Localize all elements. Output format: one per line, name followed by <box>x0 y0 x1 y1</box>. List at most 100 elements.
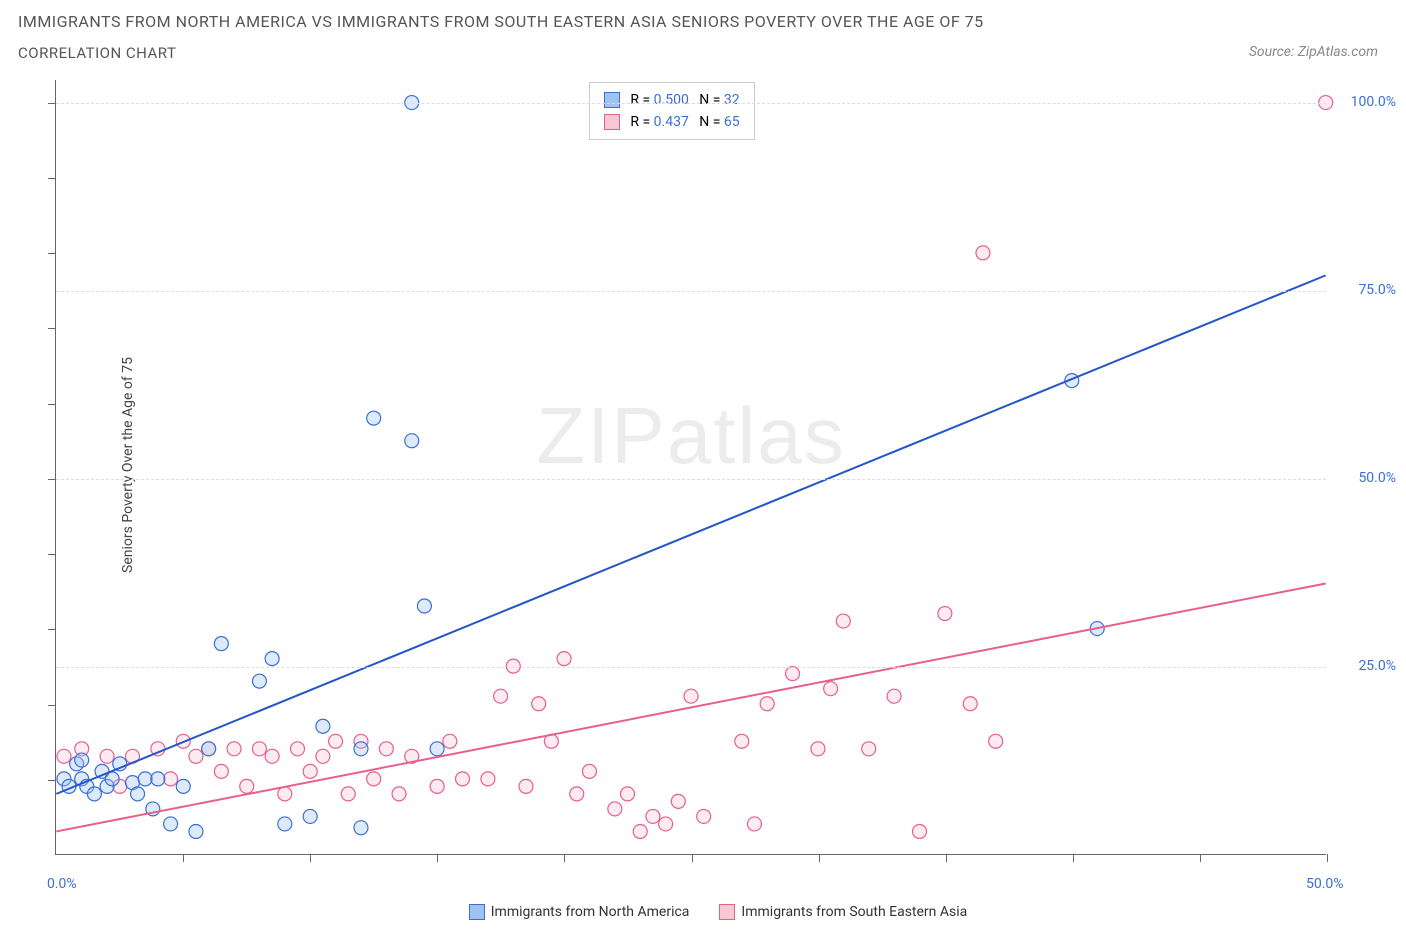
data-point-pink <box>747 817 761 831</box>
data-point-pink <box>684 689 698 703</box>
data-point-pink <box>379 742 393 756</box>
data-point-pink <box>164 772 178 786</box>
data-point-pink <box>392 787 406 801</box>
series-swatch <box>719 904 735 920</box>
trend-line-pink <box>56 583 1325 831</box>
trend-line-blue <box>56 275 1325 794</box>
data-point-pink <box>671 794 685 808</box>
data-point-blue <box>303 809 317 823</box>
data-point-pink <box>430 779 444 793</box>
data-point-pink <box>963 697 977 711</box>
data-point-pink <box>303 764 317 778</box>
data-point-pink <box>57 749 71 763</box>
data-point-pink <box>265 749 279 763</box>
tick-left <box>48 404 56 405</box>
y-tick-label: 50.0% <box>1358 470 1396 486</box>
data-point-pink <box>252 742 266 756</box>
data-point-pink <box>456 772 470 786</box>
legend-n-label: N = <box>689 92 724 108</box>
data-point-blue <box>354 742 368 756</box>
chart-title-main: IMMIGRANTS FROM NORTH AMERICA VS IMMIGRA… <box>18 12 984 31</box>
data-point-blue <box>265 652 279 666</box>
legend-r-value: 0.437 <box>654 114 689 130</box>
legend-r-label: R = <box>630 114 653 130</box>
tick-bottom <box>692 854 693 862</box>
data-point-blue <box>202 742 216 756</box>
gridline-h <box>56 667 1326 668</box>
data-point-blue <box>176 779 190 793</box>
data-point-blue <box>252 674 266 688</box>
data-point-blue <box>87 787 101 801</box>
tick-bottom <box>1327 854 1328 862</box>
x-tick-label: 0.0% <box>47 876 77 892</box>
tick-left <box>48 705 56 706</box>
data-point-blue <box>138 772 152 786</box>
gridline-h <box>56 291 1326 292</box>
data-point-blue <box>367 411 381 425</box>
tick-left <box>48 479 56 480</box>
gridline-h <box>56 479 1326 480</box>
legend-row: R = 0.500 N = 32 <box>604 89 739 111</box>
tick-bottom <box>310 854 311 862</box>
data-point-pink <box>989 734 1003 748</box>
data-point-pink <box>532 697 546 711</box>
data-point-pink <box>367 772 381 786</box>
series-label: Immigrants from South Eastern Asia <box>741 904 967 920</box>
series-label: Immigrants from North America <box>491 904 690 920</box>
chart-title-sub: CORRELATION CHART <box>18 44 176 62</box>
data-point-pink <box>824 682 838 696</box>
data-point-blue <box>164 817 178 831</box>
legend-swatch <box>604 92 620 108</box>
data-point-blue <box>417 599 431 613</box>
data-point-pink <box>760 697 774 711</box>
data-point-pink <box>570 787 584 801</box>
tick-bottom <box>1200 854 1201 862</box>
legend-n-value: 32 <box>724 92 740 108</box>
data-point-pink <box>735 734 749 748</box>
tick-left <box>48 554 56 555</box>
data-point-pink <box>481 772 495 786</box>
y-tick-label: 75.0% <box>1358 282 1396 298</box>
data-point-pink <box>621 787 635 801</box>
data-point-pink <box>976 246 990 260</box>
tick-left <box>48 178 56 179</box>
data-point-blue <box>214 637 228 651</box>
data-point-pink <box>316 749 330 763</box>
data-point-blue <box>278 817 292 831</box>
data-point-pink <box>811 742 825 756</box>
scatter-svg <box>56 80 1326 854</box>
data-point-pink <box>494 689 508 703</box>
data-point-pink <box>189 749 203 763</box>
data-point-pink <box>291 742 305 756</box>
data-point-pink <box>214 764 228 778</box>
data-point-pink <box>912 824 926 838</box>
tick-left <box>48 103 56 104</box>
legend-n-value: 65 <box>724 114 740 130</box>
chart-plot-area: ZIPatlas R = 0.500 N = 32R = 0.437 N = 6… <box>55 80 1326 855</box>
data-point-pink <box>697 809 711 823</box>
data-point-pink <box>659 817 673 831</box>
series-swatch <box>469 904 485 920</box>
data-point-blue <box>316 719 330 733</box>
source-attribution: Source: ZipAtlas.com <box>1249 44 1378 60</box>
legend-n-label: N = <box>689 114 724 130</box>
tick-bottom <box>564 854 565 862</box>
data-point-pink <box>836 614 850 628</box>
data-point-pink <box>938 607 952 621</box>
data-point-pink <box>240 779 254 793</box>
legend-r-value: 0.500 <box>654 92 689 108</box>
data-point-pink <box>633 824 647 838</box>
tick-left <box>48 328 56 329</box>
legend-row: R = 0.437 N = 65 <box>604 111 739 133</box>
data-point-blue <box>354 821 368 835</box>
data-point-pink <box>608 802 622 816</box>
data-point-blue <box>151 772 165 786</box>
gridline-h <box>56 103 1326 104</box>
data-point-pink <box>329 734 343 748</box>
data-point-pink <box>786 667 800 681</box>
tick-bottom <box>437 854 438 862</box>
tick-bottom <box>819 854 820 862</box>
data-point-pink <box>519 779 533 793</box>
x-tick-label: 50.0% <box>1306 876 1344 892</box>
tick-bottom <box>946 854 947 862</box>
